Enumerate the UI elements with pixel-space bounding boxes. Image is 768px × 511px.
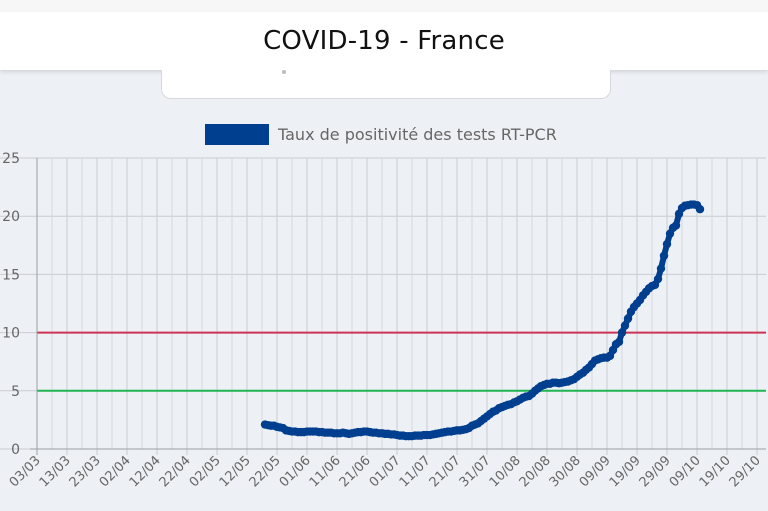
series-line [262,201,703,440]
data-point [653,274,663,284]
x-tick-label: 10/08 [487,453,524,490]
x-tick-label: 01/06 [277,453,314,490]
top-strip [0,0,768,12]
legend: Taux de positivité des tests RT-PCR [205,124,557,145]
data-point [620,321,630,330]
x-tick-label: 21/07 [427,453,464,490]
x-tick-label: 09/09 [577,453,614,490]
reference-lines [37,331,766,392]
y-tick-label: 25 [2,151,20,167]
data-point [656,264,666,273]
x-tick-label: 09/10 [667,453,704,490]
x-tick-label: 29/10 [727,453,764,490]
x-tick-label: 13/03 [37,453,74,490]
x-tick-label: 22/04 [157,453,194,490]
data-point [662,239,672,249]
x-tick-label: 03/03 [7,453,44,490]
x-tick-label: 12/04 [127,453,164,490]
x-tick-label: 23/03 [67,453,104,490]
data-point [617,328,627,337]
y-tick-label: 20 [2,209,20,225]
card-stub [282,70,286,74]
x-tick-label: 19/10 [697,453,734,490]
page-title: COVID-19 - France [263,26,505,56]
data-point [614,337,624,347]
axes: 0 5 10 15 20 25 03/0313/0323/0302/0412/0422/04… [2,151,766,490]
x-tick-label: 29/09 [637,453,674,490]
y-tick-label: 15 [2,267,20,283]
legend-label: Taux de positivité des tests RT-PCR [277,125,557,144]
data-point [623,314,633,323]
y-tick-label: 10 [2,326,20,342]
x-tick-label: 02/04 [97,453,134,490]
data-point [671,221,681,230]
page-header: COVID-19 - France [0,12,768,70]
x-tick-label: 20/08 [517,453,554,490]
info-card [161,70,611,99]
x-tick-label: 30/08 [547,453,584,490]
x-tick-label: 21/06 [337,453,374,490]
y-tick-label: 0 [11,442,20,458]
legend-swatch [205,124,269,145]
x-tick-label: 12/05 [217,453,254,490]
x-tick-label: 11/07 [397,453,434,490]
series-layer [260,200,705,441]
x-tick-label: 19/09 [607,453,644,490]
x-tick-label: 01/07 [367,453,404,490]
x-tick-label: 02/05 [187,453,224,490]
x-tick-label: 11/06 [307,453,344,490]
grid [0,157,766,455]
data-point [659,251,669,260]
x-tick-label: 22/05 [247,453,284,490]
y-tick-label: 5 [11,384,20,400]
x-tick-label: 31/07 [457,453,494,490]
data-point [695,205,705,214]
